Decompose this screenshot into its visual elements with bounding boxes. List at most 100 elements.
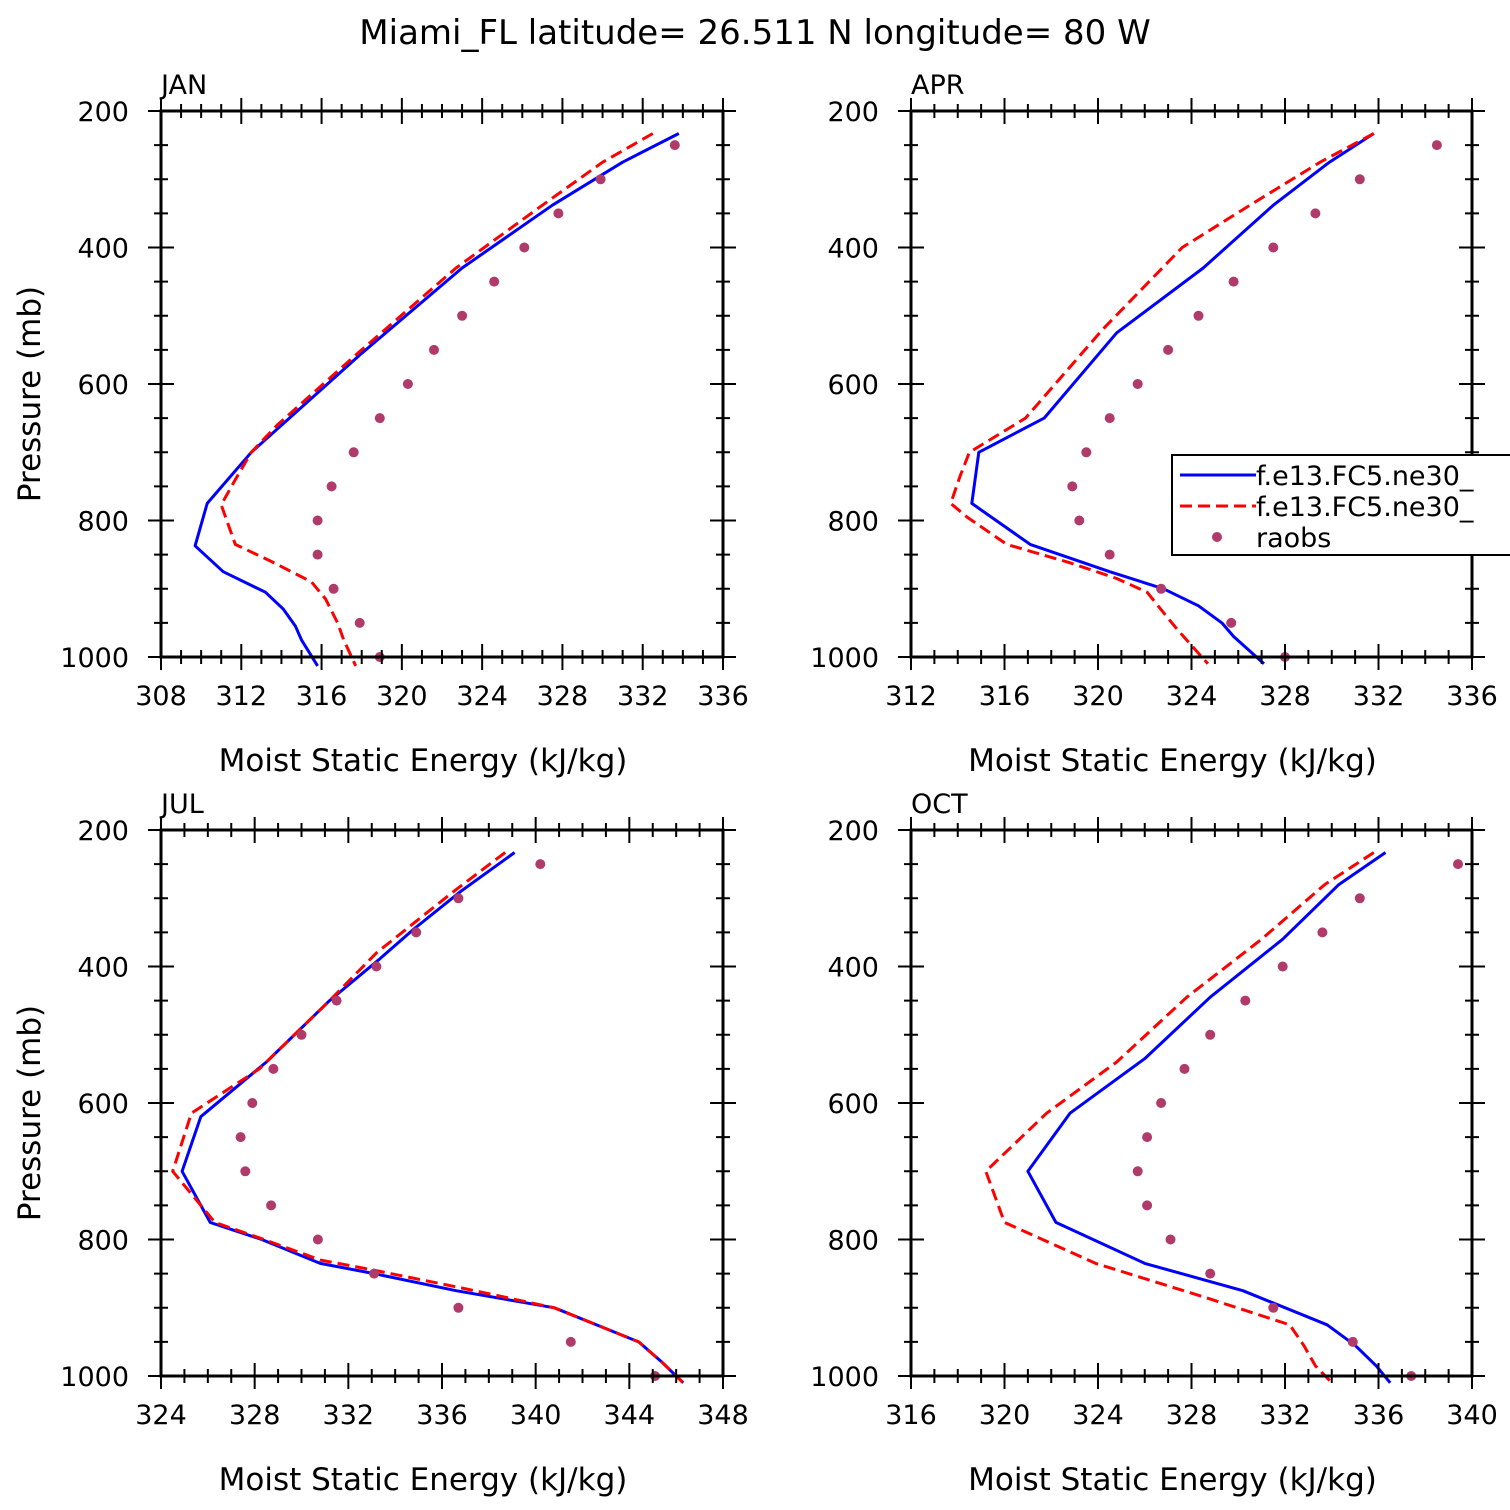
raobs-point bbox=[348, 447, 359, 458]
raobs-point bbox=[354, 617, 365, 628]
panel-jul: 324 328 332 336 340 344 348 200 400 600 800 1000 JUL… bbox=[12, 789, 749, 1498]
panel-jan: 308 312 316 320 324 328 332 336 200 400 600 800 1000… bbox=[12, 70, 749, 779]
raobs-point bbox=[1347, 1336, 1358, 1347]
dashed-model-line bbox=[949, 132, 1375, 665]
plot-frame bbox=[909, 109, 1474, 659]
raobs-point bbox=[1240, 995, 1251, 1006]
x-axis-label: Moist Static Energy (kJ/kg) bbox=[968, 743, 1377, 779]
raobs-point bbox=[331, 995, 342, 1006]
raobs-point bbox=[247, 1098, 258, 1108]
y-tick-label: 600 bbox=[77, 370, 129, 401]
raobs-point bbox=[296, 1029, 307, 1040]
x-tick-label: 320 bbox=[1072, 681, 1124, 712]
y-tick-label: 600 bbox=[827, 370, 879, 401]
x-tick-label: 316 bbox=[979, 681, 1031, 712]
y-tick-label: 200 bbox=[827, 816, 879, 847]
x-tick-label: 328 bbox=[1166, 1400, 1218, 1431]
raobs-point bbox=[1268, 242, 1279, 253]
y-tick-label: 1000 bbox=[60, 643, 129, 674]
x-tick-label: 332 bbox=[1353, 681, 1405, 712]
y-tick-label: 800 bbox=[77, 507, 129, 538]
raobs-point bbox=[374, 413, 385, 424]
panel-label: JUL bbox=[159, 789, 204, 820]
dashed-model-line bbox=[171, 851, 685, 1384]
x-tick-label: 324 bbox=[135, 1400, 187, 1431]
dashed-model-line bbox=[984, 851, 1375, 1384]
y-tick-label: 200 bbox=[77, 816, 129, 847]
raobs-point bbox=[411, 927, 422, 938]
legend-label: f.e13.FC5.ne30_ bbox=[1256, 461, 1474, 492]
panel-label: OCT bbox=[911, 789, 968, 820]
x-tick-label: 348 bbox=[697, 1400, 749, 1431]
raobs-point bbox=[669, 140, 680, 151]
raobs-point bbox=[1142, 1200, 1153, 1211]
y-tick-label: 200 bbox=[77, 97, 129, 128]
legend-box bbox=[1171, 454, 1510, 556]
x-tick-label: 336 bbox=[697, 681, 749, 712]
raobs-point bbox=[240, 1166, 251, 1177]
panel-oct: 316 320 324 328 332 336 340 200 400 600 800 1000 OCT… bbox=[810, 789, 1497, 1498]
legend-label: raobs bbox=[1256, 523, 1331, 554]
x-tick-label: 320 bbox=[979, 1400, 1031, 1431]
raobs-point bbox=[1277, 961, 1288, 972]
raobs-point bbox=[235, 1132, 246, 1143]
y-tick-label: 400 bbox=[77, 234, 129, 265]
raobs-point bbox=[1142, 1132, 1153, 1143]
x-tick-label: 332 bbox=[617, 681, 669, 712]
raobs-point bbox=[457, 310, 468, 321]
x-tick-label: 316 bbox=[885, 1400, 937, 1431]
solid-model-line bbox=[1026, 851, 1392, 1384]
raobs-point bbox=[1067, 481, 1078, 492]
x-tick-label: 336 bbox=[1446, 681, 1498, 712]
y-tick-label: 400 bbox=[77, 953, 129, 984]
x-tick-label: 332 bbox=[323, 1400, 375, 1431]
x-tick-label: 344 bbox=[604, 1400, 656, 1431]
solid-model-line bbox=[180, 851, 685, 1384]
raobs-point bbox=[1205, 1029, 1216, 1040]
raobs-point bbox=[1163, 344, 1174, 355]
y-tick-label: 800 bbox=[77, 1226, 129, 1257]
raobs-point bbox=[1268, 1302, 1279, 1313]
x-tick-label: 328 bbox=[1259, 681, 1311, 712]
x-tick-label: 320 bbox=[376, 681, 428, 712]
raobs-point bbox=[1226, 617, 1237, 628]
raobs-point bbox=[1104, 413, 1115, 424]
raobs-point bbox=[1179, 1063, 1190, 1074]
y-tick-label: 200 bbox=[827, 97, 879, 128]
y-tick-label: 400 bbox=[827, 234, 879, 265]
x-axis-label: Moist Static Energy (kJ/kg) bbox=[219, 1462, 628, 1498]
x-tick-label: 328 bbox=[537, 681, 589, 712]
y-tick-label: 600 bbox=[827, 1089, 879, 1120]
y-tick-label: 800 bbox=[827, 1226, 879, 1257]
raobs-point bbox=[312, 549, 323, 560]
x-tick-label: 312 bbox=[216, 681, 268, 712]
plot-frame bbox=[159, 828, 725, 1378]
raobs-point bbox=[1354, 174, 1365, 185]
x-tick-label: 324 bbox=[456, 681, 508, 712]
raobs-point bbox=[1453, 859, 1463, 870]
x-tick-label: 340 bbox=[1446, 1400, 1498, 1431]
raobs-point bbox=[489, 276, 500, 287]
dashed-model-line bbox=[219, 132, 654, 667]
x-tick-label: 324 bbox=[1072, 1400, 1124, 1431]
raobs-point bbox=[268, 1063, 279, 1074]
raobs-point bbox=[1205, 1268, 1216, 1279]
raobs-point bbox=[1074, 515, 1085, 526]
raobs-point bbox=[1156, 1098, 1167, 1108]
solid-model-line bbox=[970, 132, 1375, 665]
raobs-point bbox=[1310, 208, 1321, 219]
raobs-point bbox=[565, 1336, 576, 1347]
plot-frame bbox=[159, 109, 725, 659]
x-tick-label: 328 bbox=[229, 1400, 281, 1431]
y-tick-label: 1000 bbox=[810, 643, 879, 674]
x-tick-label: 336 bbox=[1353, 1400, 1405, 1431]
raobs-point bbox=[453, 893, 464, 904]
raobs-point bbox=[1132, 379, 1143, 389]
raobs-point bbox=[1156, 583, 1167, 594]
raobs-point bbox=[453, 1302, 464, 1313]
raobs-point bbox=[429, 344, 439, 355]
panel-apr: 312 316 320 324 328 332 336 200 400 600 800 1000 APR… bbox=[810, 70, 1497, 779]
raobs-point bbox=[1104, 549, 1115, 560]
y-tick-label: 1000 bbox=[810, 1362, 879, 1393]
